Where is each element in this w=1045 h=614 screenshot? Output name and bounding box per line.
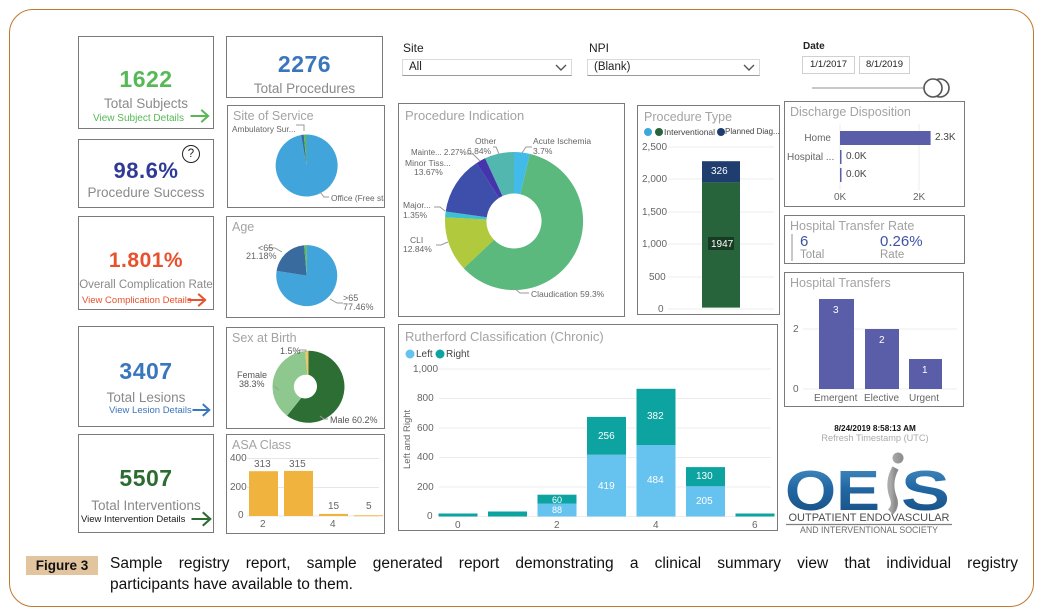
svg-text:OE: OE [785,459,880,523]
svg-text:AND INTERVENTIONAL SOCIETY: AND INTERVENTIONAL SOCIETY [800,525,938,535]
svg-text:OUTPATIENT ENDOVASCULAR: OUTPATIENT ENDOVASCULAR [789,512,950,524]
svg-text:S: S [901,459,950,523]
